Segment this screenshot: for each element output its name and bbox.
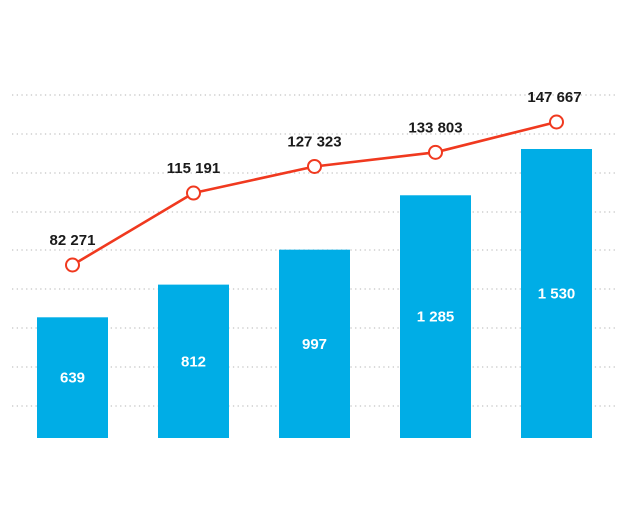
bar-series bbox=[37, 149, 592, 438]
line-point-1 bbox=[65, 257, 80, 273]
line-value-label-3: 127 323 bbox=[287, 133, 341, 150]
line-value-label-4: 133 803 bbox=[408, 119, 462, 136]
line-point-4 bbox=[428, 144, 443, 160]
bar-value-label-2: 812 bbox=[181, 353, 206, 370]
line-point-2 bbox=[186, 185, 201, 201]
bar-value-label-3: 997 bbox=[302, 336, 327, 353]
bar-value-label-5: 1 530 bbox=[538, 286, 576, 303]
data-labels: 639 812 997 1 285 1 530 82 271 115 191 127 323 1… bbox=[50, 89, 582, 387]
bar-5 bbox=[521, 149, 592, 438]
bar-1 bbox=[37, 317, 108, 438]
line-series bbox=[65, 114, 564, 273]
bar-3 bbox=[279, 249, 350, 438]
bar-value-label-4: 1 285 bbox=[417, 309, 455, 326]
line-value-label-2: 115 191 bbox=[167, 160, 220, 177]
line-point-3 bbox=[307, 158, 322, 174]
bar-4 bbox=[400, 195, 471, 438]
bar-value-label-1: 639 bbox=[60, 370, 85, 387]
line-point-5 bbox=[549, 114, 564, 130]
line-value-label-1: 82 271 bbox=[50, 232, 96, 249]
bar-2 bbox=[158, 284, 229, 438]
line-value-label-5: 147 667 bbox=[527, 89, 581, 106]
